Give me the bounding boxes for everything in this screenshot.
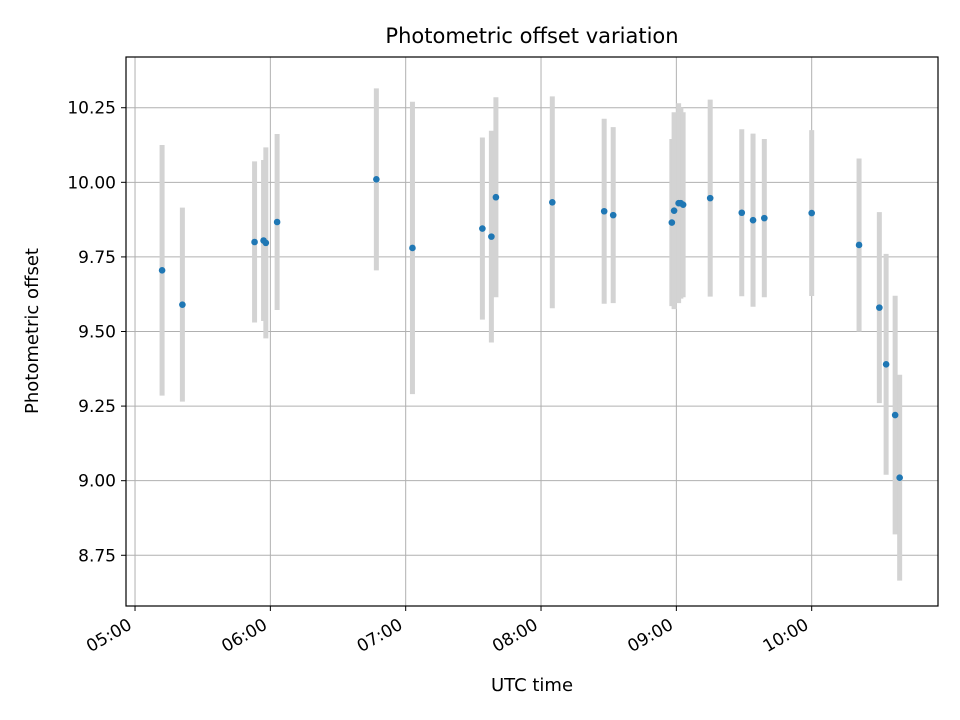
- y-tick-label-1: 9.00: [78, 472, 116, 492]
- y-axis: 8.75 9.00 9.25 9.50 9.75 10.00 10.25: [67, 99, 126, 566]
- data-point-8: [479, 225, 486, 232]
- data-points: [158, 176, 903, 482]
- data-point-9: [488, 233, 495, 240]
- data-point-15: [670, 207, 678, 214]
- data-point-18: [679, 201, 687, 208]
- grid: [126, 57, 938, 606]
- data-point-14: [668, 219, 676, 226]
- data-point-5: [273, 218, 281, 226]
- data-point-27: [891, 411, 899, 419]
- data-point-22: [761, 214, 768, 222]
- y-tick-label-2: 9.25: [78, 397, 116, 417]
- data-point-21: [749, 216, 757, 224]
- data-point-7: [409, 244, 416, 252]
- y-axis-title: Photometric offset: [22, 248, 43, 414]
- data-point-28: [896, 474, 903, 482]
- data-point-24: [855, 241, 863, 249]
- y-tick-label-4: 9.75: [78, 248, 116, 268]
- data-point-25: [876, 304, 883, 311]
- data-point-4: [262, 239, 270, 247]
- y-tick-label-0: 8.75: [78, 546, 116, 566]
- data-point-23: [808, 209, 815, 217]
- data-point-2: [251, 238, 258, 246]
- data-point-20: [738, 209, 746, 217]
- y-tick-label-3: 9.50: [78, 323, 116, 343]
- data-point-0: [158, 267, 166, 274]
- y-tick-label-6: 10.25: [67, 99, 116, 119]
- data-point-19: [706, 194, 714, 202]
- data-point-12: [600, 207, 608, 215]
- data-point-10: [492, 193, 500, 201]
- y-tick-label-5: 10.00: [67, 173, 116, 193]
- x-axis-title: UTC time: [491, 675, 573, 696]
- data-point-6: [373, 176, 380, 183]
- data-point-13: [609, 211, 617, 219]
- chart-title: Photometric offset variation: [385, 24, 678, 48]
- data-point-1: [179, 301, 186, 308]
- data-point-11: [549, 199, 556, 206]
- data-point-26: [882, 361, 890, 368]
